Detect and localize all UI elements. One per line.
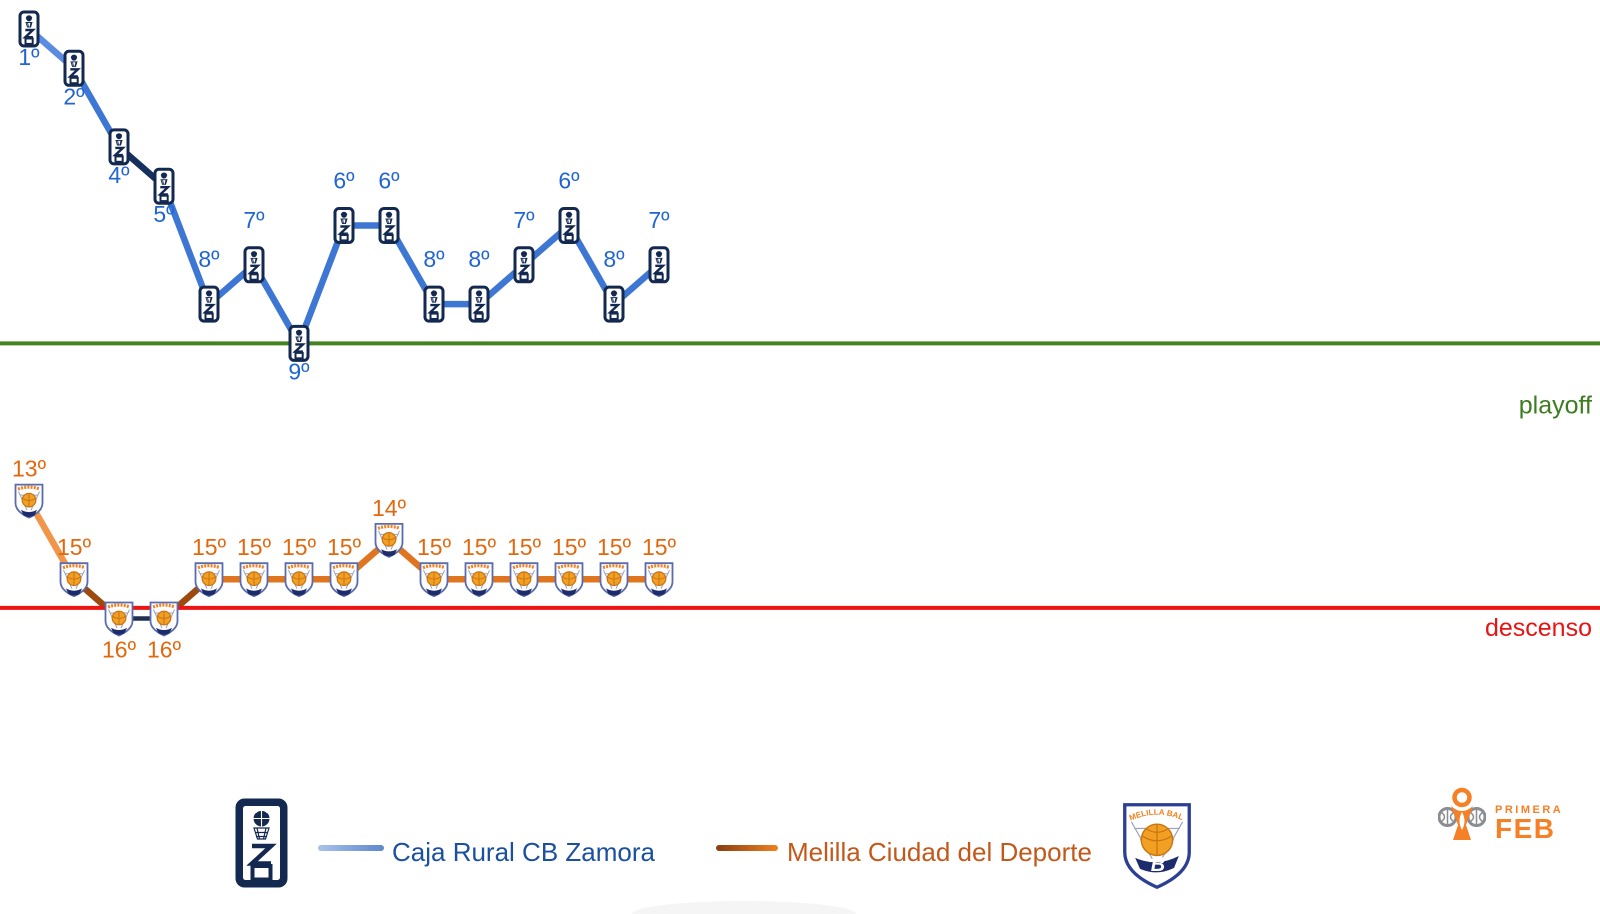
playoff-label: playoff [1519,391,1592,419]
melilla-position-label: 15º [597,534,632,560]
zamora-marker [243,246,265,284]
primera-feb-logo: PRIMERA FEB [1438,786,1563,846]
zamora-position-label: 8º [198,246,220,272]
reference-lines: playoff descenso [0,341,1600,642]
melilla-marker [598,561,630,598]
melilla-position-label: 15º [237,534,272,560]
zamora-marker [108,128,130,166]
melilla-marker [508,561,540,598]
melilla-legend-label: Melilla Ciudad del Deporte [787,837,1092,867]
zamora-line-segment [160,182,213,308]
zamora-marker [648,246,670,284]
melilla-legend-line [716,845,778,851]
bottom-shadow [632,901,856,914]
descenso-label: descenso [1485,614,1592,642]
zamora-logo [235,798,288,888]
zamora-marker [468,285,490,323]
melilla-position-label: 15º [327,534,362,560]
zamora-marker [153,167,175,205]
melilla-marker [13,483,45,520]
zamora-position-label: 8º [603,246,625,272]
zamora-marker [18,10,40,48]
melilla-position-label: 15º [57,534,92,560]
svg-text:B: B [1151,854,1165,876]
zamora-marker [288,324,310,362]
melilla-position-label: 16º [147,637,182,663]
melilla-marker [148,600,180,638]
zamora-position-label: 8º [423,246,445,272]
melilla-marker [103,600,135,638]
melilla-position-label: 15º [192,534,227,560]
zamora-position-label: 6º [378,168,400,194]
zamora-legend-label: Caja Rural CB Zamora [392,837,655,867]
melilla-marker [418,561,450,598]
position-labels: 1º 2º 4º 5º 8º 7º 9º 6º 6º 8º 8º 7º 6º 8º 7º 13º 15º 16º 1… [12,44,677,663]
feb-trophy-icon [1438,787,1486,840]
zamora-position-label: 2º [63,83,85,109]
zamora-position-label: 7º [243,207,265,233]
zamora-position-label: 6º [333,168,355,194]
melilla-marker [238,561,270,598]
zamora-marker [513,246,535,284]
zamora-position-label: 8º [468,246,490,272]
melilla-position-label: 15º [552,534,587,560]
feb-text: FEB [1495,813,1556,844]
zamora-position-label: 1º [18,44,40,70]
melilla-position-label: 15º [417,534,452,560]
melilla-crest-logo: MELILLA BALONCESTO B [1118,800,1191,890]
zamora-marker [63,49,85,87]
melilla-position-label: 15º [507,534,542,560]
melilla-position-label: 14º [372,495,407,521]
melilla-position-label: 16º [102,637,137,663]
melilla-marker [373,522,405,559]
zamora-position-label: 7º [513,207,535,233]
zamora-position-label: 6º [558,168,580,194]
melilla-marker [193,561,225,598]
zamora-marker [558,207,580,244]
melilla-marker [328,561,360,598]
zamora-legend-line [318,845,384,851]
zamora-position-label: 9º [288,358,310,384]
zamora-marker [198,285,220,323]
melilla-marker [283,561,315,598]
feb-wordmark: PRIMERA FEB [1495,804,1564,844]
melilla-marker [553,561,585,598]
zamora-marker [378,207,400,244]
zamora-position-label: 5º [153,201,175,227]
melilla-marker [463,561,495,598]
melilla-marker [58,561,90,598]
melilla-position-label: 15º [642,534,677,560]
melilla-position-label: 13º [12,456,47,482]
zamora-position-label: 7º [648,207,670,233]
melilla-position-label: 15º [462,534,497,560]
primera-text: PRIMERA [1495,804,1564,816]
zamora-marker [603,285,625,323]
zamora-line-segment [295,222,348,347]
zamora-marker [423,285,445,323]
series-segments [25,25,663,622]
zamora-position-label: 4º [108,162,130,188]
zamora-marker [333,207,355,244]
melilla-position-label: 15º [282,534,317,560]
melilla-marker [643,561,675,598]
